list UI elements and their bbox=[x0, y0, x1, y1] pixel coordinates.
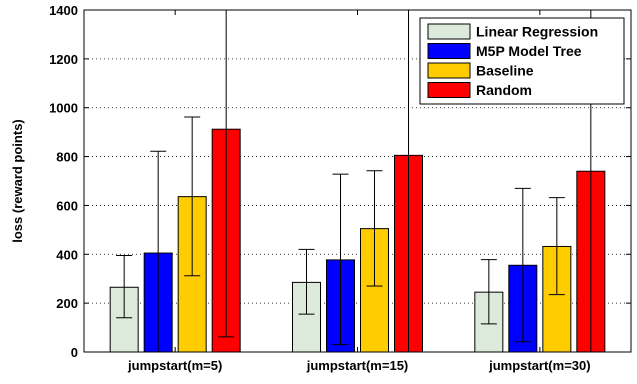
legend-label: Baseline bbox=[476, 63, 534, 79]
legend-swatch bbox=[427, 43, 471, 59]
legend-label: Random bbox=[476, 82, 532, 98]
y-tick-label: 400 bbox=[56, 247, 78, 262]
x-tick-label: jumpstart(m=15) bbox=[306, 358, 409, 373]
legend-swatch bbox=[427, 23, 471, 40]
bars bbox=[109, 128, 606, 353]
x-ticks: jumpstart(m=5) jumpstart(m=15) jumpstart(m… bbox=[127, 10, 591, 373]
legend-swatch bbox=[427, 62, 471, 79]
y-tick-label: 1400 bbox=[49, 3, 78, 18]
x-tick-label: jumpstart(m=30) bbox=[488, 358, 591, 373]
y-tick-label: 600 bbox=[56, 198, 78, 213]
y-axis-label: loss (reward points) bbox=[10, 119, 25, 243]
legend-swatch bbox=[427, 82, 471, 98]
x-tick-label: jumpstart(m=5) bbox=[127, 358, 222, 373]
legend-label: M5P Model Tree bbox=[476, 43, 582, 59]
legend-label: Linear Regression bbox=[476, 24, 598, 40]
legend: Linear Regression M5P Model Tree Baseline R… bbox=[419, 17, 625, 105]
y-tick-label: 800 bbox=[56, 150, 78, 165]
y-tick-label: 0 bbox=[71, 345, 78, 360]
y-tick-label: 1200 bbox=[49, 52, 78, 67]
y-ticks: 0 200 400 600 800 1000 1200 1400 bbox=[49, 3, 631, 360]
y-tick-label: 1000 bbox=[49, 101, 78, 116]
y-tick-label: 200 bbox=[56, 296, 78, 311]
